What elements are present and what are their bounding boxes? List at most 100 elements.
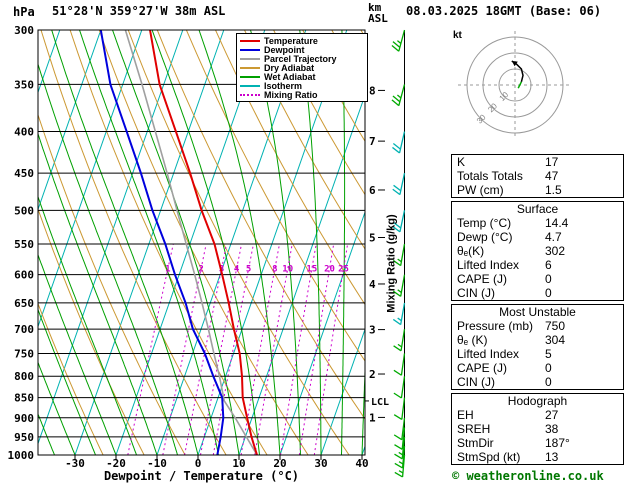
index-value: 13 [545,450,559,464]
legend-label: Parcel Trajectory [264,53,337,64]
legend-label: Dry Adiabat [264,62,315,73]
lcl-marker: LCL [371,397,389,408]
chart-legend: Temperature Dewpoint Parcel Trajectory D… [236,33,368,102]
wind-barb [394,427,406,450]
table-row: CIN (J) 0 [452,375,623,389]
datetime-title: 08.03.2025 18GMT (Base: 06) [406,4,602,18]
hodograph-range-ring [482,52,548,118]
wind-barb [394,446,406,469]
hodograph-trace-arrowhead [511,61,518,67]
table-row: K 17 [452,155,623,169]
altitude-axis-ticks: 1 2 3 4 5 6 7 8 LCL [365,84,389,424]
copyright-notice: © weatheronline.co.uk [452,469,604,483]
pressure-axis-unit: hPa [13,5,35,19]
svg-text:1000: 1000 [8,449,35,462]
legend-item: Temperature [240,35,364,46]
svg-text:600: 600 [14,269,34,282]
svg-text:7: 7 [369,135,376,148]
altitude-axis-unit: km ASL [368,2,388,24]
index-value: 4.7 [545,230,562,244]
legend-item: Isotherm [240,80,364,91]
table-row: θₑ (K) 304 [452,333,623,347]
indices-table: K 17 Totals Totals 47 PW (cm) 1.5 [451,154,624,198]
index-value: 304 [545,333,566,347]
surface-table: Surface Temp (°C) 14.4 Dewp (°C) 4.7 θₑ(K)… [451,201,624,301]
svg-text:25: 25 [338,265,349,275]
index-label: θₑ(K) [457,244,485,258]
svg-text:-30: -30 [65,457,85,470]
legend-item: Dewpoint [240,45,364,55]
x-axis-label: Dewpoint / Temperature (°C) [103,469,300,483]
table-row: Totals Totals 47 [452,169,623,183]
index-value: 38 [545,422,559,436]
legend-item: Parcel Trajectory [240,53,364,64]
index-label: θₑ (K) [457,333,488,347]
index-label: CAPE (J) [457,361,508,375]
table-row: Dewp (°C) 4.7 [452,230,623,244]
sounding-curves [99,30,258,455]
index-label: CIN (J) [457,375,495,389]
wind-barb [394,454,406,478]
svg-text:5: 5 [369,231,376,244]
temperature-line-sample [240,39,260,42]
index-label: EH [457,408,474,422]
table-row: CIN (J) 0 [452,286,623,300]
section-title: Most Unstable [499,305,576,319]
index-label: Lifted Index [457,347,520,361]
index-value: 0 [545,286,552,300]
svg-text:1: 1 [165,265,170,275]
index-label: StmSpd (kt) [457,450,521,464]
section-title: Surface [516,202,559,216]
hodograph-ring-label: 10 [498,90,511,103]
svg-text:4: 4 [234,265,240,275]
index-label: PW (cm) [457,183,504,197]
altitude-unit-asl: ASL [368,12,388,25]
svg-text:20: 20 [273,457,286,470]
legend-label: Wet Adiabat [264,71,316,82]
svg-text:900: 900 [14,412,34,425]
wind-barb [393,376,406,399]
legend-label: Mixing Ratio [264,89,318,100]
table-row: StmDir 187° [452,436,623,450]
hodograph-trace-low [517,81,523,89]
table-row: Lifted Index 5 [452,347,623,361]
legend-label: Isotherm [264,80,303,91]
svg-text:40: 40 [355,457,368,470]
legend-item: Dry Adiabat [240,62,364,73]
wind-barb [392,172,406,196]
index-label: Dewp (°C) [457,230,513,244]
dewpoint-line-sample [240,48,260,51]
parcel-line-sample [240,57,260,60]
svg-text:10: 10 [282,265,293,275]
index-value: 14.4 [545,216,569,230]
index-label: Temp (°C) [457,216,512,230]
index-label: Pressure (mb) [457,319,534,333]
index-label: SREH [457,422,491,436]
legend-label: Temperature [264,35,318,46]
hodograph-range-ring [466,36,564,134]
table-row: θₑ(K) 302 [452,244,623,258]
index-label: K [457,155,466,169]
svg-text:-10: -10 [147,457,167,470]
svg-text:500: 500 [14,204,34,217]
svg-text:6: 6 [369,184,376,197]
temperature-curve [149,30,258,455]
wind-barbs [391,29,406,478]
table-row: CAPE (J) 0 [452,361,623,375]
wind-barb [392,210,406,233]
index-label: CIN (J) [457,286,495,300]
svg-text:300: 300 [14,24,34,37]
hodograph-table: Hodograph EH 27 SREH 38 StmDir 187° StmSpd … [451,393,624,465]
isotherm-line-sample [240,84,260,87]
svg-text:0: 0 [195,457,202,470]
svg-text:5: 5 [246,265,251,275]
x-axis-ticks: -30 -20 -10 0 10 20 30 40 [65,455,369,470]
svg-text:950: 950 [14,431,34,444]
wind-barb [392,274,406,297]
mixing-ratio-line-sample [240,93,260,96]
svg-text:1: 1 [369,411,376,424]
table-row: Lifted Index 6 [452,258,623,272]
svg-text:15: 15 [306,265,317,275]
